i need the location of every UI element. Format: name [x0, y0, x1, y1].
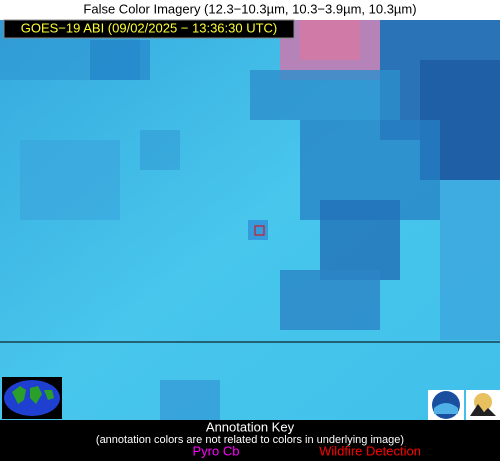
satellite-image — [0, 20, 500, 420]
key-item: Pyro Cb — [193, 443, 240, 458]
satellite-label: GOES−19 ABI (09/02/2025 − 13:36:30 UTC) — [21, 20, 278, 35]
key-item: Wildfire Detection — [319, 443, 421, 458]
key-title: Annotation Key — [206, 419, 295, 434]
key-note: (annotation colors are not related to co… — [96, 434, 404, 446]
cimss-logo — [466, 390, 500, 420]
world-logo — [2, 377, 62, 419]
noaa-logo — [428, 390, 464, 420]
title: False Color Imagery (12.3−10.3µm, 10.3−3… — [83, 1, 416, 16]
title-band — [0, 0, 500, 20]
label-box — [3, 19, 295, 39]
key-band — [0, 420, 500, 461]
